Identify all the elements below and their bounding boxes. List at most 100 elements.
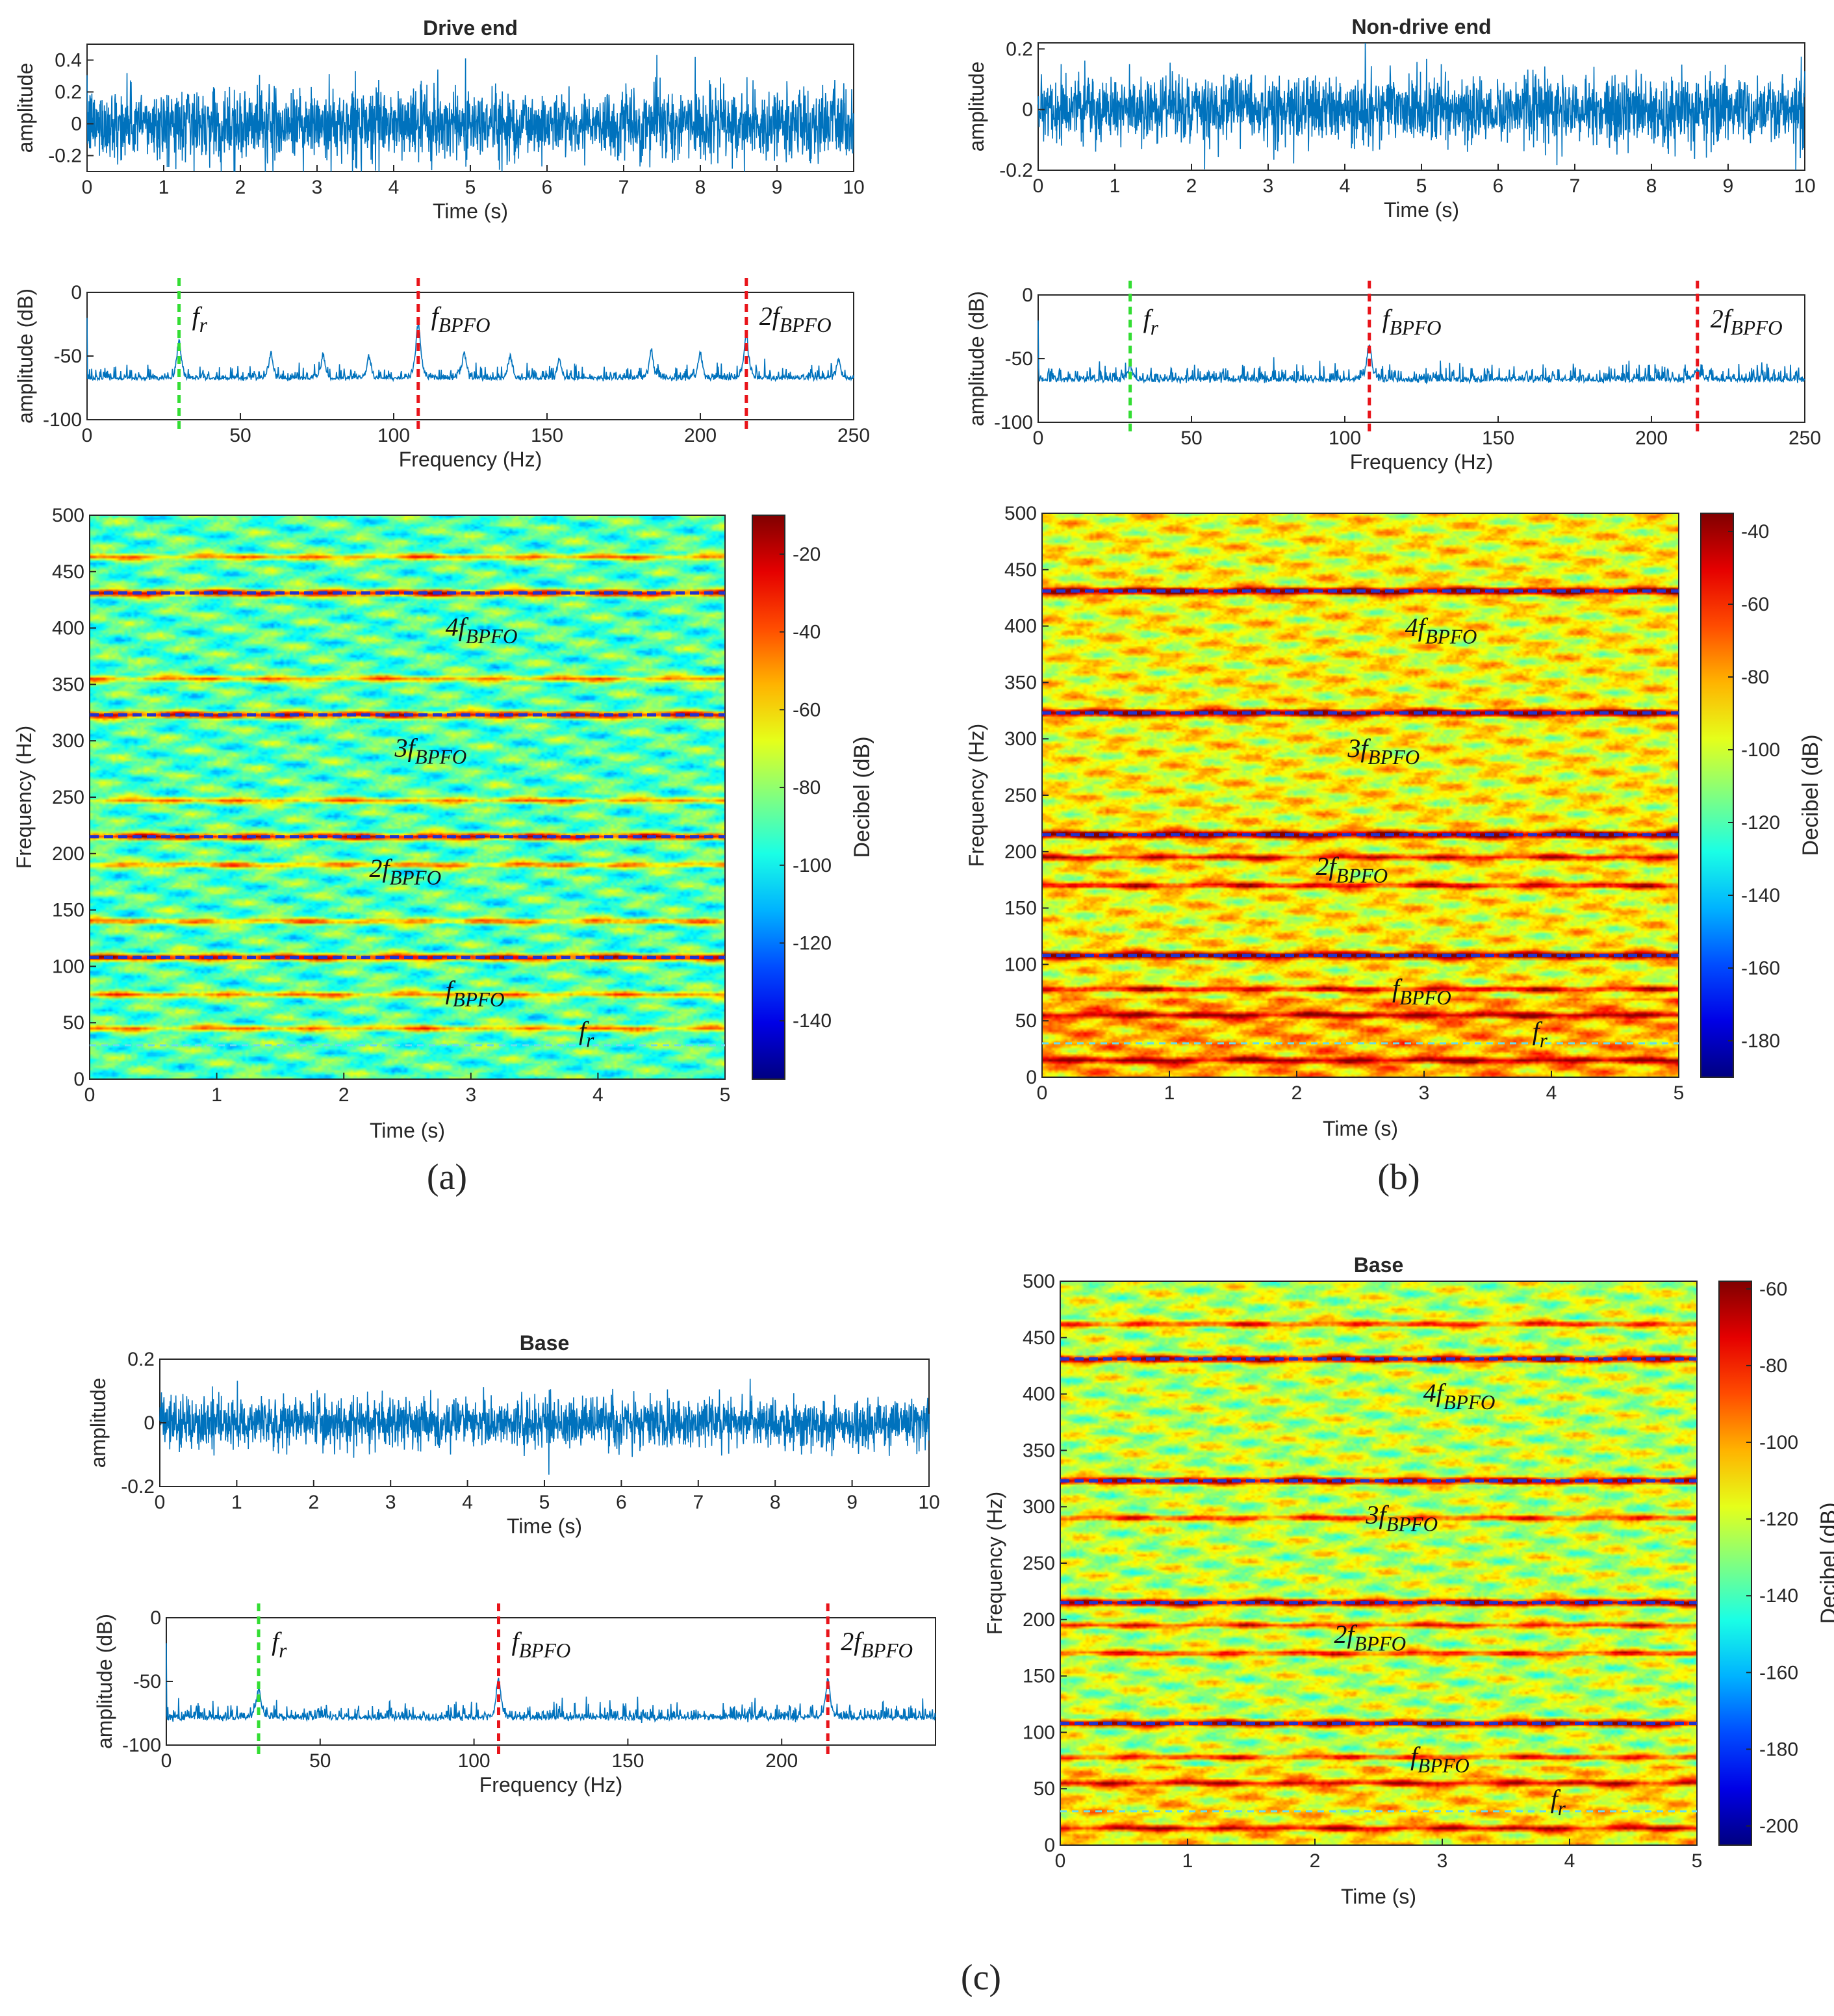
math-label-sub: BPFO	[519, 1639, 571, 1662]
spectrum-y-tick-label: -100	[43, 409, 82, 431]
colorbar-tick-label: -80	[793, 777, 821, 798]
colorbar-tick-label: -120	[1759, 1509, 1798, 1530]
spectrogram-x-tick-label: 2	[1310, 1850, 1321, 1872]
spectrogram-y-tick-label: 0	[73, 1069, 84, 1090]
spectrum-x-tick-label: 250	[1789, 427, 1821, 449]
time-x-tick-label: 9	[772, 177, 783, 198]
spectrogram-x-tick-label: 0	[1037, 1082, 1048, 1104]
spectrogram-y-tick-label: 500	[1023, 1271, 1055, 1292]
math-label-sub: BPFO	[1355, 1632, 1407, 1655]
math-label-sub: BPFO	[780, 314, 832, 337]
time-y-axis-label: amplitude	[86, 1378, 110, 1468]
time-x-tick-label: 0	[155, 1492, 166, 1513]
time-x-tick-label: 5	[465, 177, 476, 198]
spectrum-x-axis-label: Frequency (Hz)	[399, 448, 542, 471]
spectrogram-y-axis-label: Frequency (Hz)	[965, 724, 988, 867]
spectrogram-y-tick-label: 250	[52, 787, 84, 808]
colorbar-tick-label: -140	[793, 1010, 832, 1032]
spectrogram-y-tick-label: 300	[52, 730, 84, 752]
math-label-sub: r	[199, 314, 208, 337]
math-label-main: 2f	[841, 1627, 864, 1656]
math-label-sub: BPFO	[861, 1639, 913, 1662]
spectrum-marker-label: 2fBPFO	[841, 1627, 913, 1662]
time-x-tick-label: 6	[616, 1492, 627, 1513]
colorbar-tick-label: -60	[1741, 594, 1769, 615]
spectrogram-annotation: 4fBPFO	[1423, 1379, 1496, 1414]
spectrum-axes	[86, 292, 854, 420]
time-plot-title: Non-drive end	[1351, 15, 1491, 38]
math-label-main: 3f	[1347, 734, 1371, 763]
colorbar-tick-label: -40	[793, 622, 821, 643]
spectrogram-y-tick-label: 500	[1004, 503, 1037, 524]
spectrum-x-tick-label: 150	[1482, 427, 1514, 449]
colorbar-label: Decibel (dB)	[1816, 1502, 1834, 1624]
spectrogram-y-tick-label: 300	[1004, 728, 1037, 750]
time-x-tick-label: 4	[462, 1492, 473, 1513]
math-label-sub: BPFO	[1444, 1391, 1496, 1414]
spectrogram-x-axis-label: Time (s)	[1323, 1117, 1398, 1140]
spectrogram-x-tick-label: 0	[84, 1084, 96, 1106]
spectrogram-y-axis-label: Frequency (Hz)	[12, 726, 36, 869]
spectrogram-y-tick-label: 50	[63, 1012, 84, 1034]
math-label-sub: BPFO	[1418, 1754, 1470, 1777]
math-label-main: 2f	[1711, 304, 1734, 333]
spectrum-x-axis-label: Frequency (Hz)	[1350, 450, 1494, 474]
colorbar-tick-label: -120	[1741, 812, 1780, 834]
time-x-tick-label: 2	[308, 1492, 319, 1513]
time-plot-title: Base	[520, 1331, 570, 1355]
time-x-tick-label: 3	[1263, 175, 1274, 197]
spectrum-x-axis-label: Frequency (Hz)	[479, 1773, 623, 1796]
math-label-sub: BPFO	[1390, 316, 1442, 339]
spectrogram-y-tick-label: 250	[1023, 1553, 1055, 1574]
spectrogram-x-axis-label: Time (s)	[1341, 1885, 1416, 1908]
time-x-tick-label: 4	[388, 177, 400, 198]
math-label-main: 4f	[1423, 1379, 1447, 1408]
colorbar-tick-label: -180	[1759, 1739, 1798, 1760]
spectrum-y-tick-label: 0	[150, 1607, 161, 1629]
spectrogram-x-tick-label: 3	[1437, 1850, 1448, 1872]
spectrogram-image	[90, 515, 725, 1079]
colorbar-tick-label: -80	[1759, 1355, 1787, 1377]
spectrogram-y-tick-label: 200	[1023, 1609, 1055, 1631]
spectrogram-y-tick-label: 150	[1004, 898, 1037, 919]
spectrum-line	[1038, 320, 1805, 385]
spectrum-x-tick-label: 50	[1180, 427, 1202, 449]
colorbar-tick-label: -100	[1759, 1432, 1798, 1453]
spectrogram-y-tick-label: 400	[1023, 1384, 1055, 1405]
spectrogram-y-tick-label: 0	[1044, 1835, 1055, 1856]
spectrum-x-tick-label: 0	[82, 425, 93, 446]
time-x-tick-label: 7	[618, 177, 630, 198]
spectrum-x-tick-label: 200	[765, 1750, 798, 1772]
time-x-tick-label: 10	[843, 177, 864, 198]
time-x-tick-label: 1	[231, 1492, 242, 1513]
spectrogram-x-tick-label: 1	[1164, 1082, 1175, 1104]
spectrum-y-axis-label: amplitude (dB)	[93, 1614, 116, 1749]
spectrum-line	[166, 1643, 936, 1724]
colorbar-tick-label: -140	[1741, 885, 1780, 906]
time-x-tick-label: 3	[312, 177, 323, 198]
time-y-tick-label: 0.2	[1006, 38, 1033, 60]
spectrum-axes	[1038, 294, 1805, 423]
time-x-tick-label: 8	[770, 1492, 781, 1513]
spectrogram-annotation: 4fBPFO	[446, 613, 518, 648]
colorbar-tick-label: -120	[793, 932, 832, 954]
spectrum-y-axis-label: amplitude (dB)	[14, 288, 37, 424]
spectrum-line	[86, 318, 854, 383]
math-label-sub: BPFO	[1731, 316, 1783, 339]
spectrogram-y-tick-label: 100	[52, 956, 84, 977]
spectrum-x-tick-label: 200	[684, 425, 717, 446]
time-x-tick-label: 9	[847, 1492, 858, 1513]
time-x-tick-label: 7	[693, 1492, 704, 1513]
spectrum-marker-label: 2fBPFO	[1711, 304, 1783, 339]
spectrum-x-tick-label: 50	[229, 425, 251, 446]
math-label-sub: r	[586, 1028, 594, 1051]
spectrum-y-tick-label: -50	[54, 346, 82, 367]
math-label-sub: r	[1151, 316, 1159, 339]
spectrogram-x-tick-label: 4	[1564, 1850, 1575, 1872]
time-x-tick-label: 9	[1723, 175, 1734, 197]
colorbar-label: Decibel (dB)	[850, 736, 874, 858]
spectrogram-y-tick-label: 200	[52, 843, 84, 865]
spectrogram-y-tick-label: 250	[1004, 785, 1037, 806]
spectrum-x-tick-label: 150	[531, 425, 563, 446]
